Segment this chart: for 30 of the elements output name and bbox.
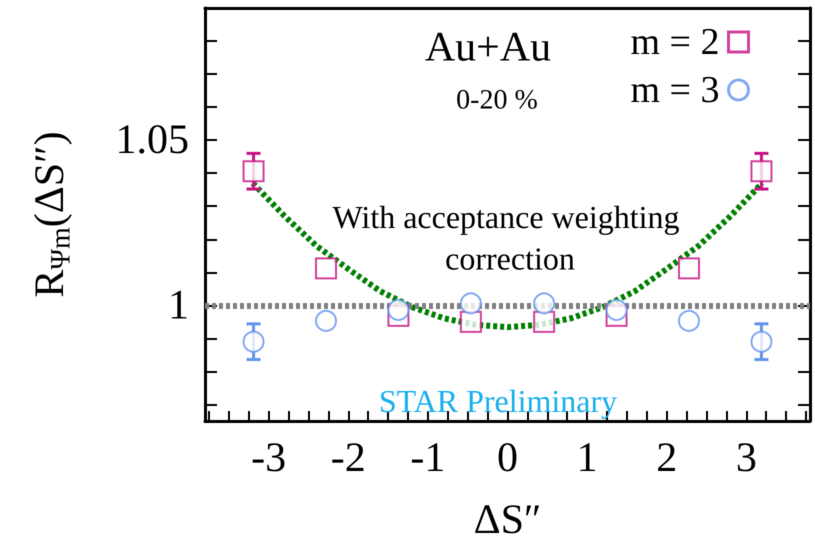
point bbox=[387, 298, 410, 321]
x-tick-label: 3 bbox=[736, 435, 757, 481]
point bbox=[315, 310, 337, 332]
x-tick-label: 2 bbox=[656, 435, 678, 481]
x-tick-label: 1 bbox=[576, 435, 598, 481]
annotation: STAR Preliminary bbox=[378, 382, 618, 419]
x-tick-label: 0 bbox=[497, 435, 518, 481]
point bbox=[750, 160, 772, 182]
x-axis-title: ΔS″ bbox=[474, 497, 542, 543]
annotation: With acceptance weighting correction bbox=[332, 198, 688, 276]
point bbox=[678, 310, 700, 332]
point bbox=[533, 310, 556, 333]
x-tick-label: -1 bbox=[410, 435, 446, 481]
x-tick-label: -2 bbox=[330, 435, 366, 481]
y-axis-title: RΨm(ΔS″) bbox=[27, 131, 76, 298]
annotation: 0-20 % bbox=[456, 84, 538, 116]
annotation: Au+Au bbox=[424, 24, 552, 70]
point bbox=[242, 330, 265, 353]
point bbox=[460, 292, 482, 314]
point bbox=[533, 292, 556, 314]
point bbox=[242, 160, 265, 182]
x-tick-label: -3 bbox=[251, 435, 286, 481]
point bbox=[315, 257, 337, 280]
y-tick-label: 1.05 bbox=[116, 117, 189, 164]
point bbox=[460, 310, 482, 333]
legend-label: m = 3 bbox=[630, 69, 720, 111]
point bbox=[750, 330, 772, 353]
legend-label: m = 2 bbox=[630, 21, 720, 63]
point bbox=[678, 257, 700, 280]
point bbox=[606, 298, 628, 321]
